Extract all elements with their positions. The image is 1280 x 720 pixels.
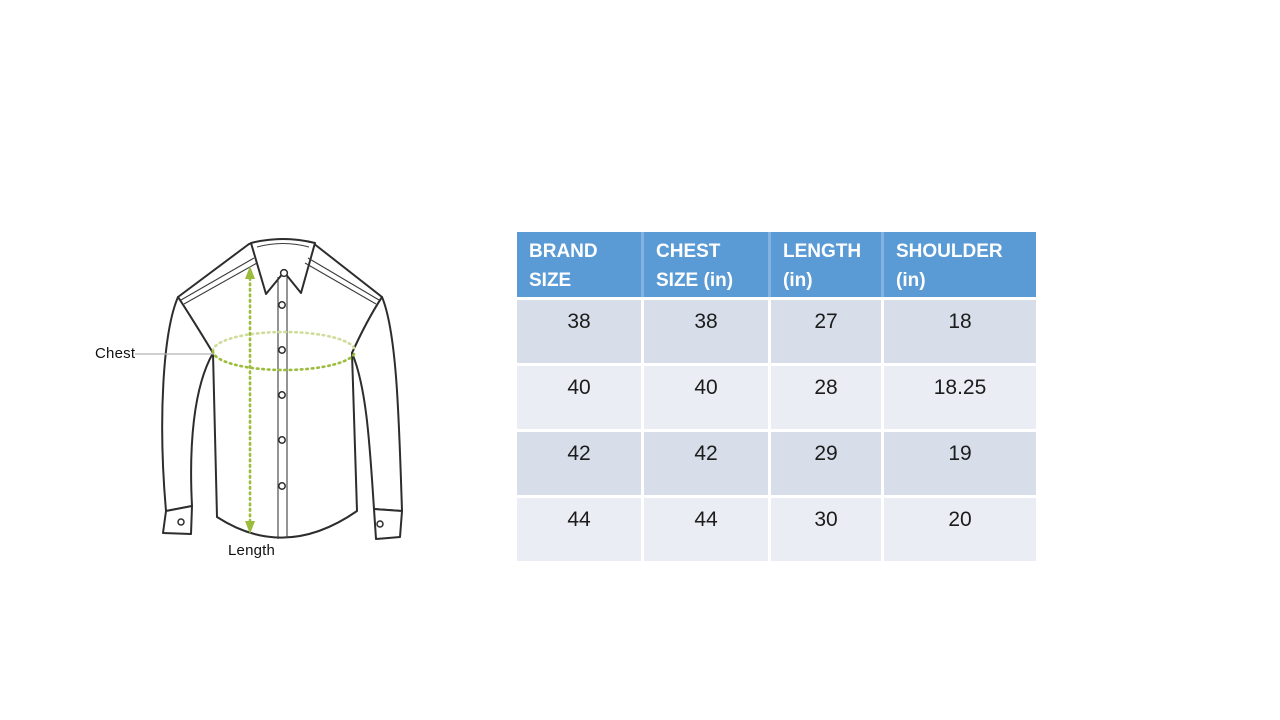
shirt-right-cuff [373,508,403,540]
cell-brand-size: 38 [517,300,641,363]
chest-label: Chest [95,345,136,362]
cell-chest-size: 44 [644,498,768,561]
cell-chest-size: 38 [644,300,768,363]
column-header-brand-size: BRAND SIZE [517,232,641,297]
shirt-left-sleeve [161,296,214,512]
chest-measure-ellipse [211,330,357,372]
cell-length: 29 [771,432,881,495]
cell-shoulder: 18.25 [884,366,1036,429]
shirt-illustration [135,238,403,540]
cell-brand-size: 40 [517,366,641,429]
table-body: 38 38 27 18 40 40 28 18.25 42 42 29 19 4… [517,300,1036,561]
length-measure-arrow [245,266,255,534]
column-header-length: LENGTH (in) [771,232,881,297]
shirt-measurement-diagram: Chest Length [80,220,480,580]
cell-shoulder: 18 [884,300,1036,363]
cell-shoulder: 19 [884,432,1036,495]
length-label: Length [228,542,276,559]
cell-chest-size: 42 [644,432,768,495]
column-header-shoulder: SHOULDER (in) [884,232,1036,297]
table-header-row: BRAND SIZE CHEST SIZE (in) LENGTH (in) S… [517,232,1036,297]
cell-chest-size: 40 [644,366,768,429]
shirt-left-cuff [162,505,193,535]
cell-length: 28 [771,366,881,429]
column-header-chest-size: CHEST SIZE (in) [644,232,768,297]
size-chart-table: BRAND SIZE CHEST SIZE (in) LENGTH (in) S… [517,232,1036,561]
shirt-right-sleeve [351,296,403,512]
cell-brand-size: 44 [517,498,641,561]
cell-shoulder: 20 [884,498,1036,561]
shirt-collar [250,238,316,295]
cell-length: 27 [771,300,881,363]
cell-brand-size: 42 [517,432,641,495]
shirt-outline [161,238,403,540]
shirt-buttons [177,268,384,528]
cell-length: 30 [771,498,881,561]
shirt-seams [180,242,380,539]
